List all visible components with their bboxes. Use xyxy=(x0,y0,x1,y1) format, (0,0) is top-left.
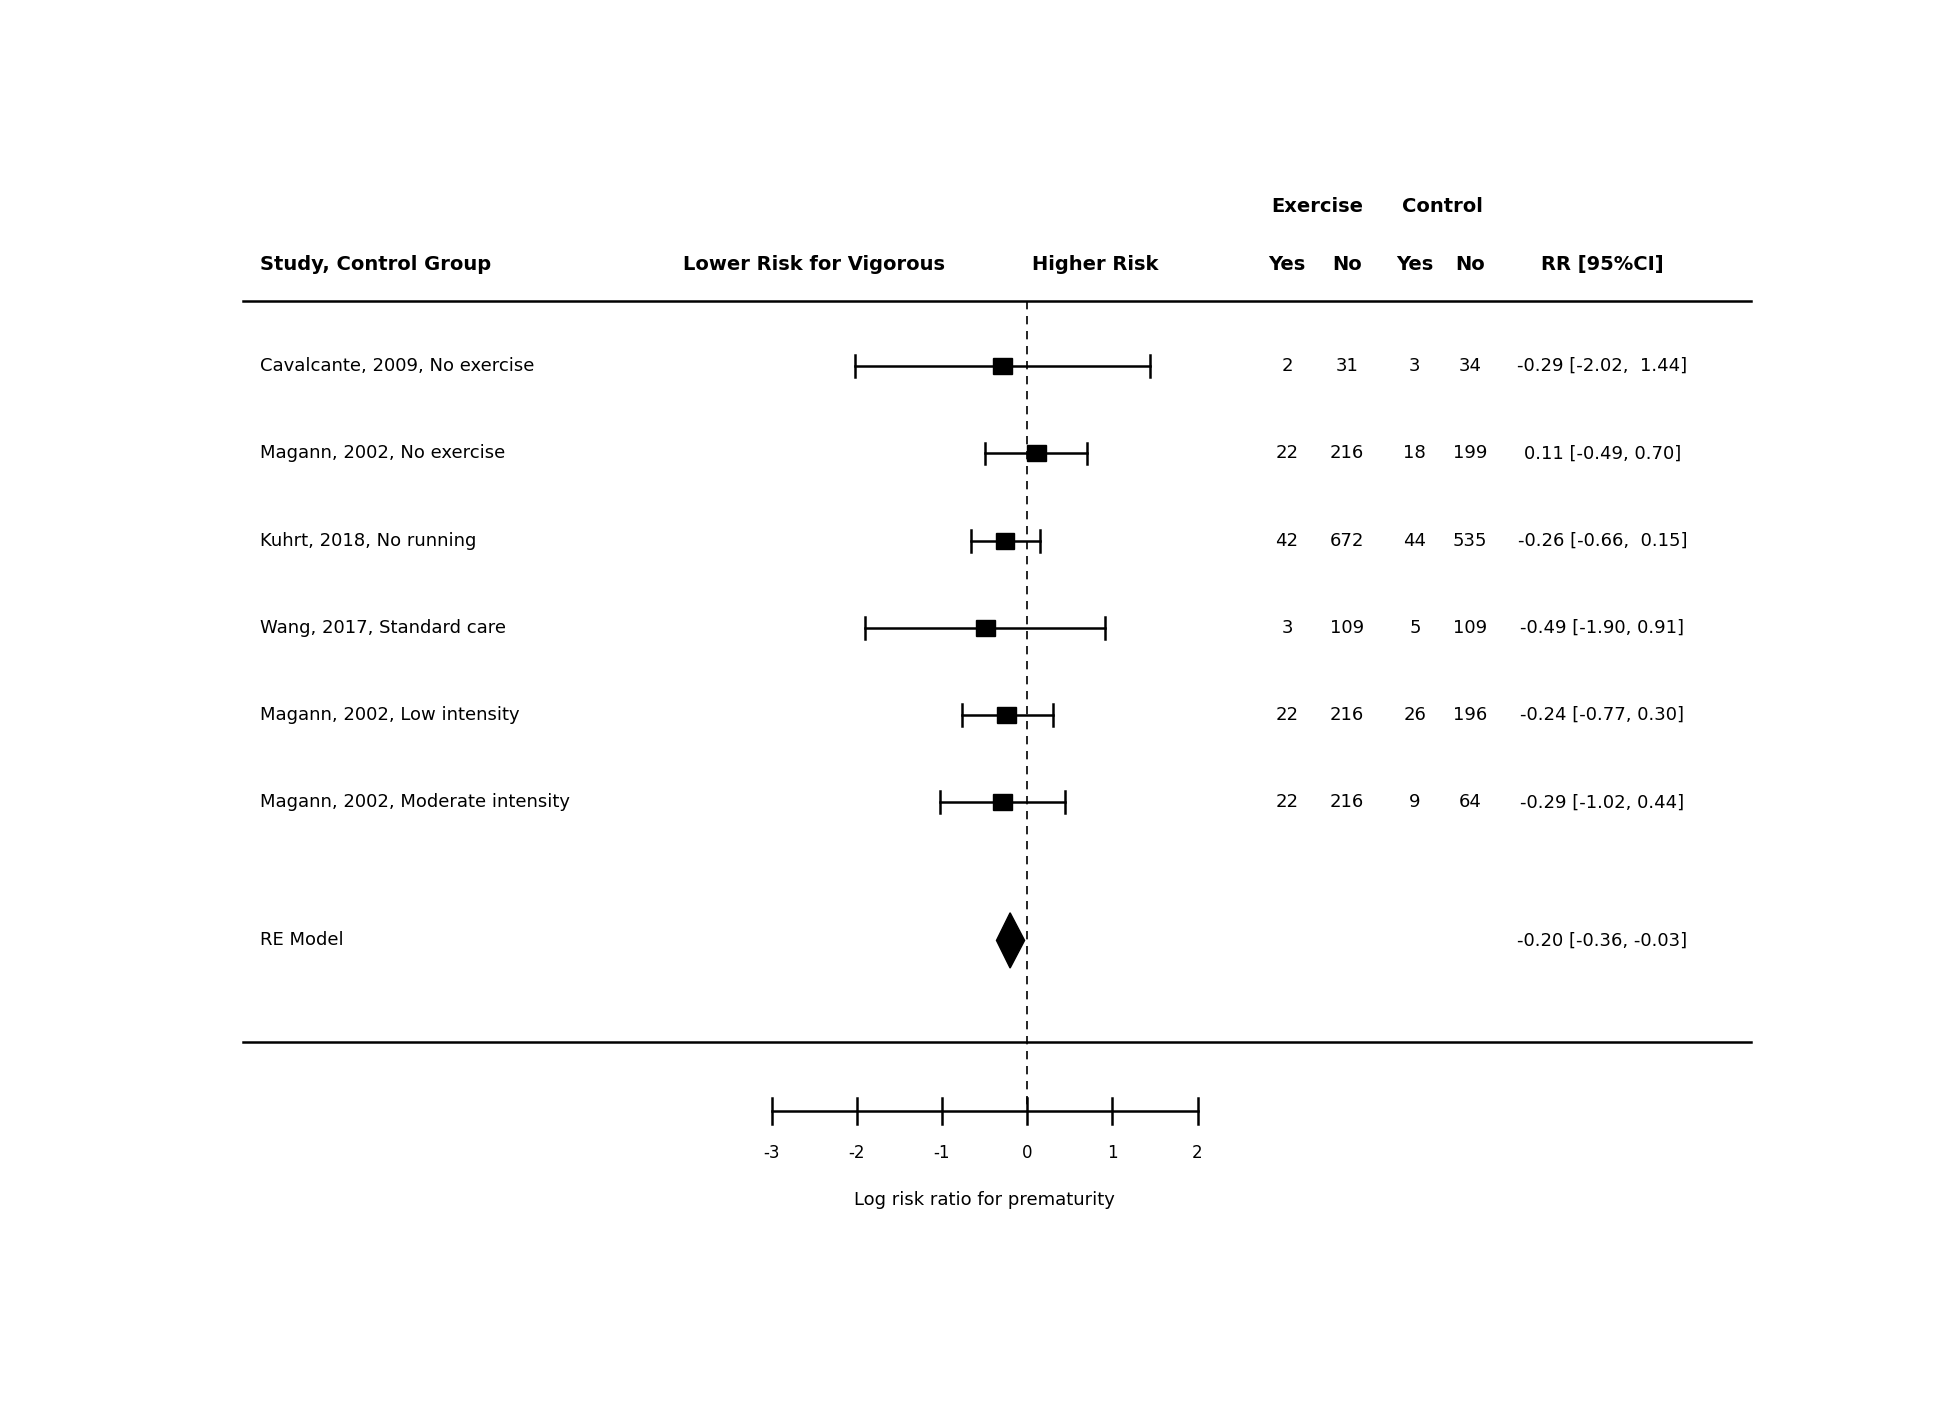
Text: 42: 42 xyxy=(1275,531,1298,549)
Text: 0.11 [-0.49, 0.70]: 0.11 [-0.49, 0.70] xyxy=(1524,445,1681,463)
Bar xyxy=(996,532,1014,548)
Text: 26: 26 xyxy=(1403,707,1426,724)
Text: 2: 2 xyxy=(1193,1144,1203,1163)
Text: 196: 196 xyxy=(1454,707,1487,724)
Text: 216: 216 xyxy=(1329,707,1364,724)
Bar xyxy=(977,620,994,636)
Text: 216: 216 xyxy=(1329,793,1364,811)
Text: 18: 18 xyxy=(1403,445,1426,463)
Text: Yes: Yes xyxy=(1269,255,1306,273)
Text: Magann, 2002, No exercise: Magann, 2002, No exercise xyxy=(261,445,506,463)
Text: 0: 0 xyxy=(1022,1144,1033,1163)
Text: 22: 22 xyxy=(1275,445,1298,463)
Polygon shape xyxy=(996,913,1026,969)
Text: -0.49 [-1.90, 0.91]: -0.49 [-1.90, 0.91] xyxy=(1520,619,1685,637)
Text: -0.29 [-1.02, 0.44]: -0.29 [-1.02, 0.44] xyxy=(1520,793,1685,811)
Text: No: No xyxy=(1331,255,1362,273)
Text: Exercise: Exercise xyxy=(1271,197,1362,215)
Text: Kuhrt, 2018, No running: Kuhrt, 2018, No running xyxy=(261,531,477,549)
Text: Study, Control Group: Study, Control Group xyxy=(261,255,492,273)
Text: 1: 1 xyxy=(1107,1144,1117,1163)
Text: 216: 216 xyxy=(1329,445,1364,463)
Text: -0.20 [-0.36, -0.03]: -0.20 [-0.36, -0.03] xyxy=(1518,932,1687,949)
Bar xyxy=(992,358,1012,374)
Text: 9: 9 xyxy=(1409,793,1421,811)
Text: 44: 44 xyxy=(1403,531,1426,549)
Text: Magann, 2002, Low intensity: Magann, 2002, Low intensity xyxy=(261,707,520,724)
Text: 5: 5 xyxy=(1409,619,1421,637)
Text: -0.26 [-0.66,  0.15]: -0.26 [-0.66, 0.15] xyxy=(1518,531,1687,549)
Text: RR [95%CI]: RR [95%CI] xyxy=(1541,255,1664,273)
Text: -0.29 [-2.02,  1.44]: -0.29 [-2.02, 1.44] xyxy=(1518,357,1687,375)
Text: Higher Risk: Higher Risk xyxy=(1031,255,1158,273)
Text: Cavalcante, 2009, No exercise: Cavalcante, 2009, No exercise xyxy=(261,357,535,375)
Text: 3: 3 xyxy=(1409,357,1421,375)
Text: -3: -3 xyxy=(763,1144,780,1163)
Text: 199: 199 xyxy=(1454,445,1487,463)
Text: -2: -2 xyxy=(848,1144,864,1163)
Text: Log risk ratio for prematurity: Log risk ratio for prematurity xyxy=(854,1191,1115,1209)
Bar xyxy=(992,794,1012,810)
Text: Magann, 2002, Moderate intensity: Magann, 2002, Moderate intensity xyxy=(261,793,570,811)
Text: 22: 22 xyxy=(1275,793,1298,811)
Text: Control: Control xyxy=(1401,197,1483,215)
Text: Wang, 2017, Standard care: Wang, 2017, Standard care xyxy=(261,619,506,637)
Text: 535: 535 xyxy=(1454,531,1487,549)
Text: 31: 31 xyxy=(1335,357,1358,375)
Text: 672: 672 xyxy=(1329,531,1364,549)
Text: 2: 2 xyxy=(1280,357,1292,375)
Text: 3: 3 xyxy=(1280,619,1292,637)
Text: -1: -1 xyxy=(934,1144,950,1163)
Text: Lower Risk for Vigorous: Lower Risk for Vigorous xyxy=(683,255,946,273)
Bar xyxy=(1027,446,1045,462)
Text: RE Model: RE Model xyxy=(261,932,344,949)
Text: 109: 109 xyxy=(1454,619,1487,637)
Text: 109: 109 xyxy=(1329,619,1364,637)
Text: No: No xyxy=(1456,255,1485,273)
Text: 34: 34 xyxy=(1460,357,1481,375)
Text: 22: 22 xyxy=(1275,707,1298,724)
Text: 64: 64 xyxy=(1460,793,1481,811)
Bar xyxy=(998,707,1016,724)
Text: Yes: Yes xyxy=(1395,255,1434,273)
Text: -0.24 [-0.77, 0.30]: -0.24 [-0.77, 0.30] xyxy=(1520,707,1685,724)
